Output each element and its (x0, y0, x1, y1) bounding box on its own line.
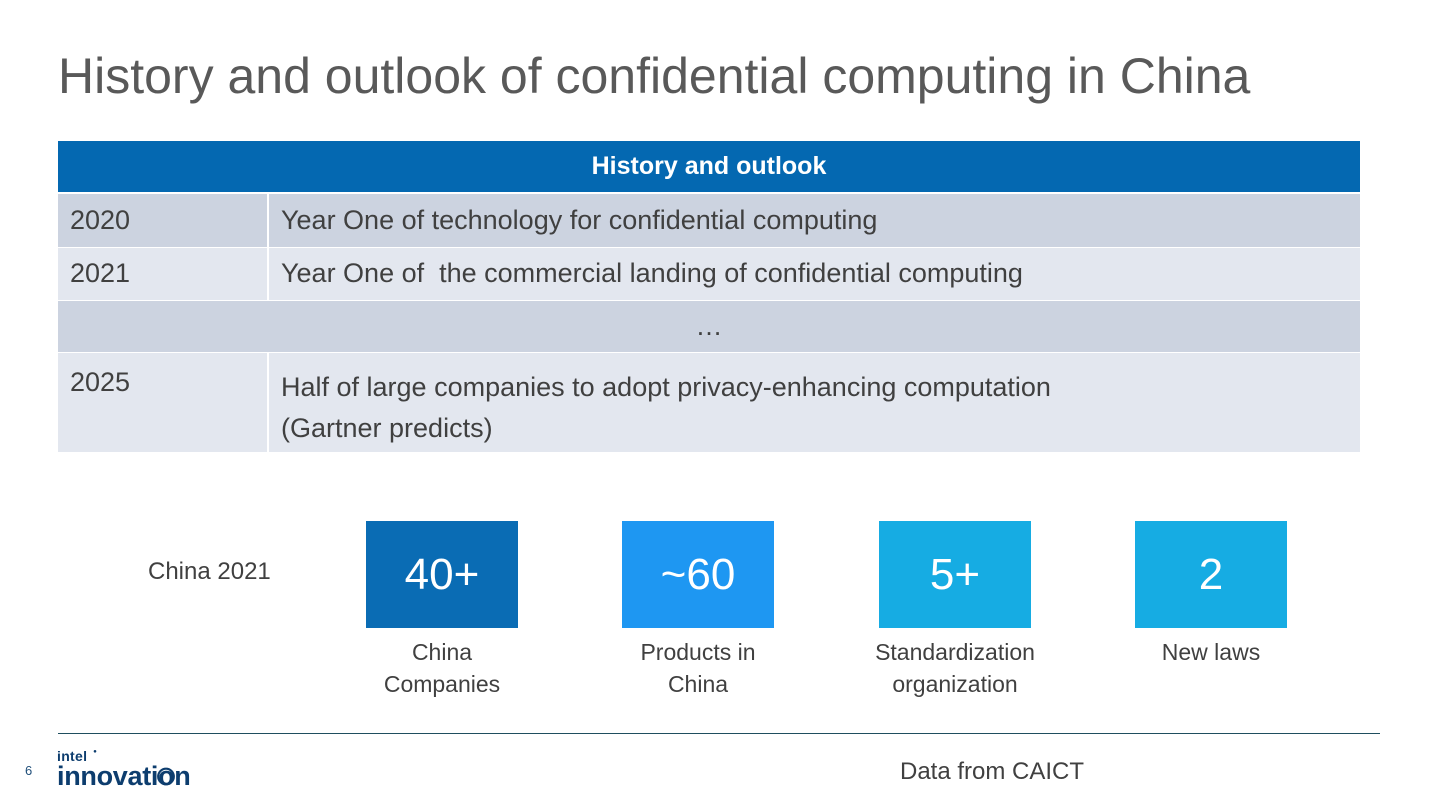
svg-text:innovation: innovation (57, 761, 191, 790)
